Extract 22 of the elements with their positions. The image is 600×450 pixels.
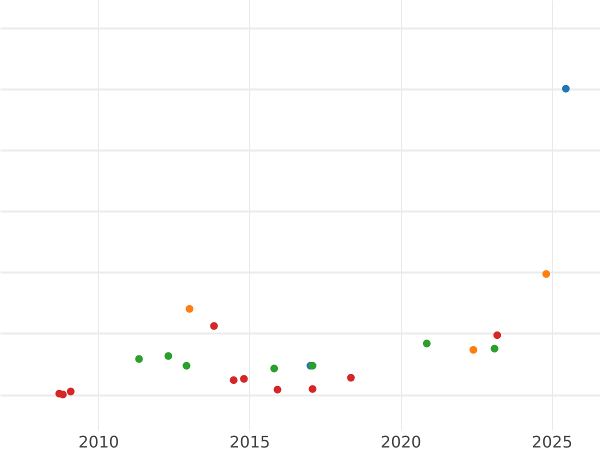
point [240,375,248,383]
point [270,364,278,372]
point [230,376,238,384]
x-tick-label: 2020 [380,432,422,450]
point [210,322,218,330]
point [347,374,355,382]
point [490,344,498,353]
point [135,355,143,363]
point [493,331,502,340]
point [308,385,316,393]
point [562,84,570,93]
point [182,362,190,370]
point [274,386,282,394]
point [186,305,194,313]
point [164,352,172,360]
x-tick-label: 2015 [230,432,270,450]
point [66,388,75,396]
point [422,340,431,348]
x-tick-label: 2025 [532,432,572,450]
point [469,346,478,354]
point [542,270,550,278]
x-tick-label: 2010 [78,432,120,450]
